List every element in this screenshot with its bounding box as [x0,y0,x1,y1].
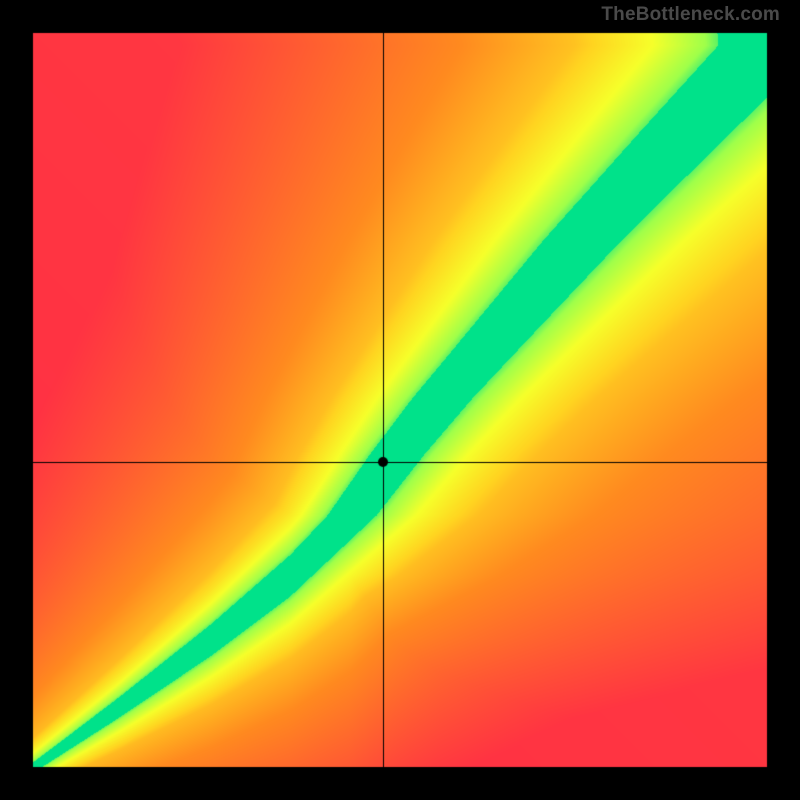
chart-container: TheBottleneck.com [0,0,800,800]
bottleneck-heatmap [0,0,800,800]
watermark-label: TheBottleneck.com [601,4,780,26]
